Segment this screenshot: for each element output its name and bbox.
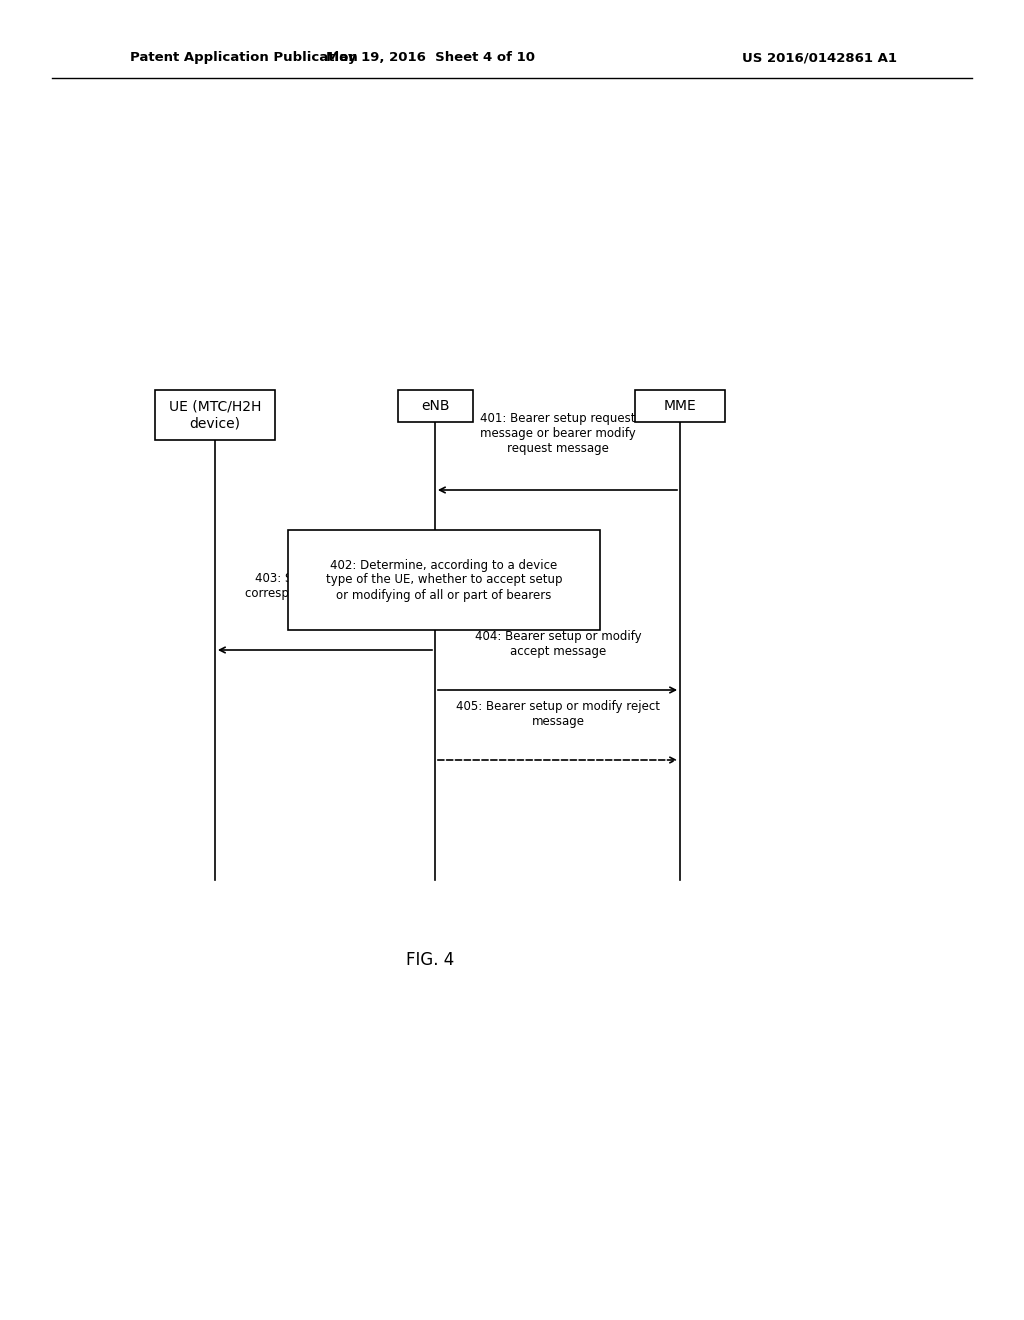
Bar (288, 531, 600, 630)
Text: 405: Bearer setup or modify reject
message: 405: Bearer setup or modify reject messa… (456, 700, 660, 729)
Text: eNB: eNB (421, 399, 450, 413)
Text: US 2016/0142861 A1: US 2016/0142861 A1 (742, 51, 897, 65)
Text: UE (MTC/H2H
device): UE (MTC/H2H device) (169, 400, 261, 430)
Bar (397, 389, 472, 422)
Text: FIG. 4: FIG. 4 (406, 950, 454, 969)
Text: 401: Bearer setup request
message or bearer modify
request message: 401: Bearer setup request message or bea… (480, 412, 636, 455)
Text: 403: Set up or modify a
corresponding air interface
bearer: 403: Set up or modify a corresponding ai… (245, 572, 406, 615)
Text: 404: Bearer setup or modify
accept message: 404: Bearer setup or modify accept messa… (475, 630, 641, 657)
Text: May 19, 2016  Sheet 4 of 10: May 19, 2016 Sheet 4 of 10 (326, 51, 535, 65)
Bar (635, 389, 725, 422)
Text: MME: MME (664, 399, 696, 413)
Text: Patent Application Publication: Patent Application Publication (130, 51, 357, 65)
Bar (155, 389, 275, 440)
Text: 402: Determine, according to a device
type of the UE, whether to accept setup
or: 402: Determine, according to a device ty… (326, 558, 562, 602)
